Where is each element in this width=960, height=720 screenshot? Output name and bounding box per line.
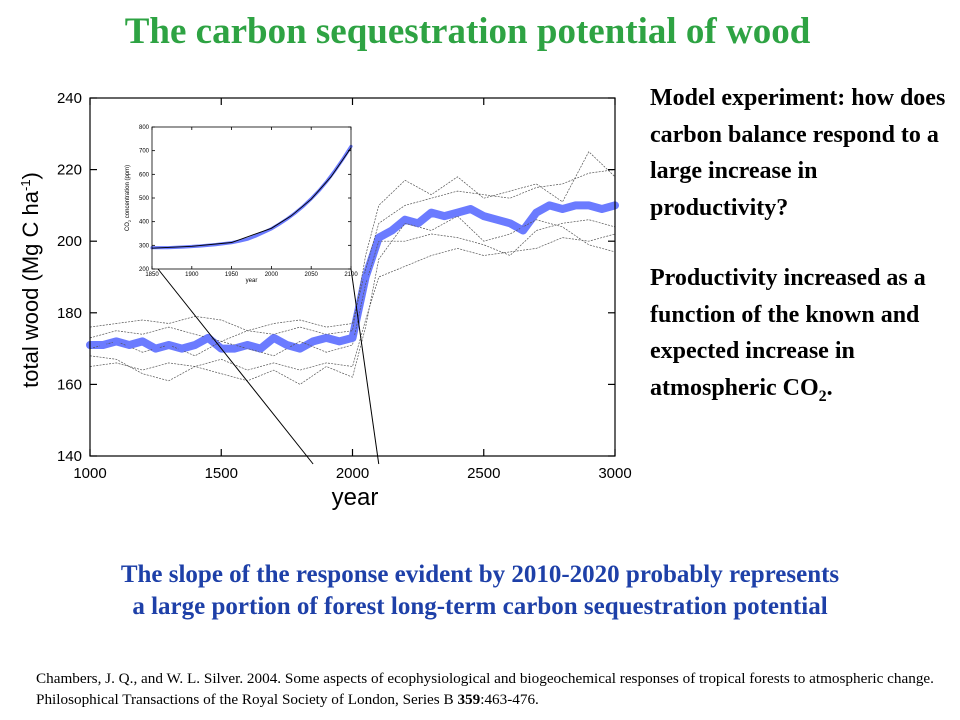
inset-y-tick-label: 500 bbox=[139, 196, 150, 202]
main-plot-area: 1000 1500 2000 2500 3000140160180200220240ye… bbox=[18, 90, 632, 511]
main-y-axis-label-sup: -1 bbox=[18, 179, 33, 191]
inset-y-axis-label: CO2 concentration (ppm) bbox=[125, 165, 132, 231]
inset-x-tick-label: 2100 bbox=[344, 272, 358, 278]
main-mean-point bbox=[467, 205, 475, 213]
main-mean-point bbox=[388, 226, 396, 235]
main-mean-point bbox=[532, 208, 540, 217]
main-mean-point bbox=[480, 212, 488, 220]
inset-y-tick-label: 600 bbox=[139, 172, 150, 178]
inset-plot-area: 1850 1900 1950 2000 2050 2100 200 300 400 500 600 7… bbox=[125, 125, 358, 284]
inset-y-axis-label-main: CO bbox=[125, 222, 131, 231]
citation-volume: 359 bbox=[457, 691, 481, 708]
side-paragraph-1: Model experiment: how does carbon balanc… bbox=[650, 85, 946, 221]
main-mean-point bbox=[204, 334, 212, 342]
main-chart: 1000 1500 2000 2500 3000140160180200220240ye… bbox=[18, 90, 632, 511]
inset-y-axis-label-end: concentration (ppm) bbox=[125, 165, 131, 220]
main-mean-point bbox=[414, 219, 422, 227]
main-y-tick-label: 240 bbox=[57, 90, 82, 107]
inset-y-tick-label: 800 bbox=[139, 125, 150, 131]
connector-right bbox=[350, 268, 380, 465]
main-mean-point bbox=[152, 345, 160, 353]
inset-series-1-line bbox=[151, 147, 352, 249]
main-mean-point bbox=[519, 226, 527, 235]
inset-x-tick-label: 1850 bbox=[145, 272, 159, 278]
main-mean-point bbox=[283, 341, 291, 349]
main-mean-point bbox=[322, 334, 330, 342]
main-y-tick-label: 160 bbox=[57, 376, 82, 393]
main-mean-point bbox=[178, 345, 186, 353]
main-mean-point bbox=[270, 334, 278, 342]
main-mean-point bbox=[493, 216, 501, 224]
main-mean-point bbox=[362, 273, 370, 281]
main-mean-point bbox=[572, 201, 580, 209]
main-mean-point bbox=[125, 341, 133, 349]
main-y-axis-label-end: ) bbox=[18, 172, 43, 179]
inset-x-tick-label: 2050 bbox=[305, 272, 319, 278]
main-mean-point bbox=[335, 337, 343, 346]
main-mean-point bbox=[138, 337, 147, 346]
page-title: The carbon sequestration potential of wo… bbox=[124, 11, 811, 52]
main-mean-point bbox=[165, 341, 173, 349]
main-series-2-line bbox=[89, 233, 616, 371]
main-mean-point bbox=[309, 337, 317, 346]
main-x-tick-label: 1000 bbox=[73, 465, 106, 482]
main-series-3-line bbox=[89, 215, 616, 385]
inset-x-axis-label: year bbox=[246, 278, 258, 284]
citation-pages: :463-476. bbox=[480, 691, 539, 708]
main-mean-point bbox=[440, 212, 448, 220]
main-mean-point bbox=[401, 216, 409, 224]
conclusion-line-1: The slope of the response evident by 201… bbox=[120, 561, 840, 588]
main-mean-point bbox=[348, 334, 357, 342]
inset-connectors bbox=[157, 268, 380, 465]
inset-y-tick-label: 400 bbox=[139, 220, 150, 226]
inset-x-tick-label: 2000 bbox=[265, 272, 279, 278]
main-mean-point bbox=[257, 345, 265, 353]
main-x-tick-label: 1500 bbox=[205, 465, 238, 482]
side-paragraph-2-main: Productivity increased as a function of … bbox=[650, 265, 926, 401]
main-mean-point bbox=[453, 208, 462, 217]
inset-y-axis-label-sub: 2 bbox=[127, 219, 132, 222]
main-x-tick-label: 2000 bbox=[336, 465, 369, 482]
connector-left bbox=[157, 268, 314, 465]
main-y-axis-label: total wood (Mg C ha-1) bbox=[18, 172, 43, 388]
main-mean-point bbox=[112, 337, 120, 346]
main-mean-point bbox=[545, 201, 553, 209]
conclusion-text: The slope of the response evident by 201… bbox=[10, 559, 950, 623]
main-series-1-line bbox=[89, 169, 616, 332]
main-y-tick-label: 180 bbox=[57, 305, 82, 322]
side-paragraph-2-sub: 2 bbox=[818, 387, 827, 405]
side-paragraph-2-end: . bbox=[826, 374, 833, 401]
main-mean-point bbox=[230, 345, 238, 353]
citation-text: Chambers, J. Q., and W. L. Silver. 2004.… bbox=[36, 670, 934, 708]
main-mean-point bbox=[243, 341, 252, 349]
main-y-tick-label: 140 bbox=[57, 448, 82, 465]
main-x-tick-label: 3000 bbox=[598, 465, 631, 482]
main-mean-point bbox=[375, 234, 383, 242]
inset-y-tick-label: 700 bbox=[139, 149, 150, 155]
main-mean-point bbox=[598, 205, 606, 213]
main-y-axis-label-main: total wood (Mg C ha bbox=[18, 190, 43, 388]
side-paragraph-2: Productivity increased as a function of … bbox=[650, 260, 960, 415]
inset-x-tick-label: 1950 bbox=[225, 272, 239, 278]
main-series-4-line bbox=[89, 151, 616, 342]
main-mean-point bbox=[585, 201, 593, 209]
main-mean-point bbox=[191, 341, 199, 349]
conclusion-line-2: a large portion of forest long-term carb… bbox=[132, 593, 828, 620]
main-mean-point bbox=[427, 208, 435, 217]
side-explanation: Model experiment: how does carbon balanc… bbox=[650, 80, 960, 415]
main-y-tick-label: 200 bbox=[57, 233, 82, 250]
main-x-tick-label: 2500 bbox=[467, 465, 500, 482]
main-mean-point bbox=[99, 341, 107, 349]
inset-y-tick-label: 300 bbox=[139, 243, 150, 249]
main-mean-point bbox=[296, 345, 304, 353]
main-mean-point bbox=[558, 205, 567, 213]
main-y-tick-label: 220 bbox=[57, 162, 82, 179]
main-x-axis-label: year bbox=[332, 484, 379, 511]
main-mean-point bbox=[506, 219, 514, 227]
inset-x-tick-label: 1900 bbox=[185, 272, 199, 278]
citation: Chambers, J. Q., and W. L. Silver. 2004.… bbox=[36, 668, 946, 710]
inset-y-tick-label: 200 bbox=[139, 267, 150, 273]
